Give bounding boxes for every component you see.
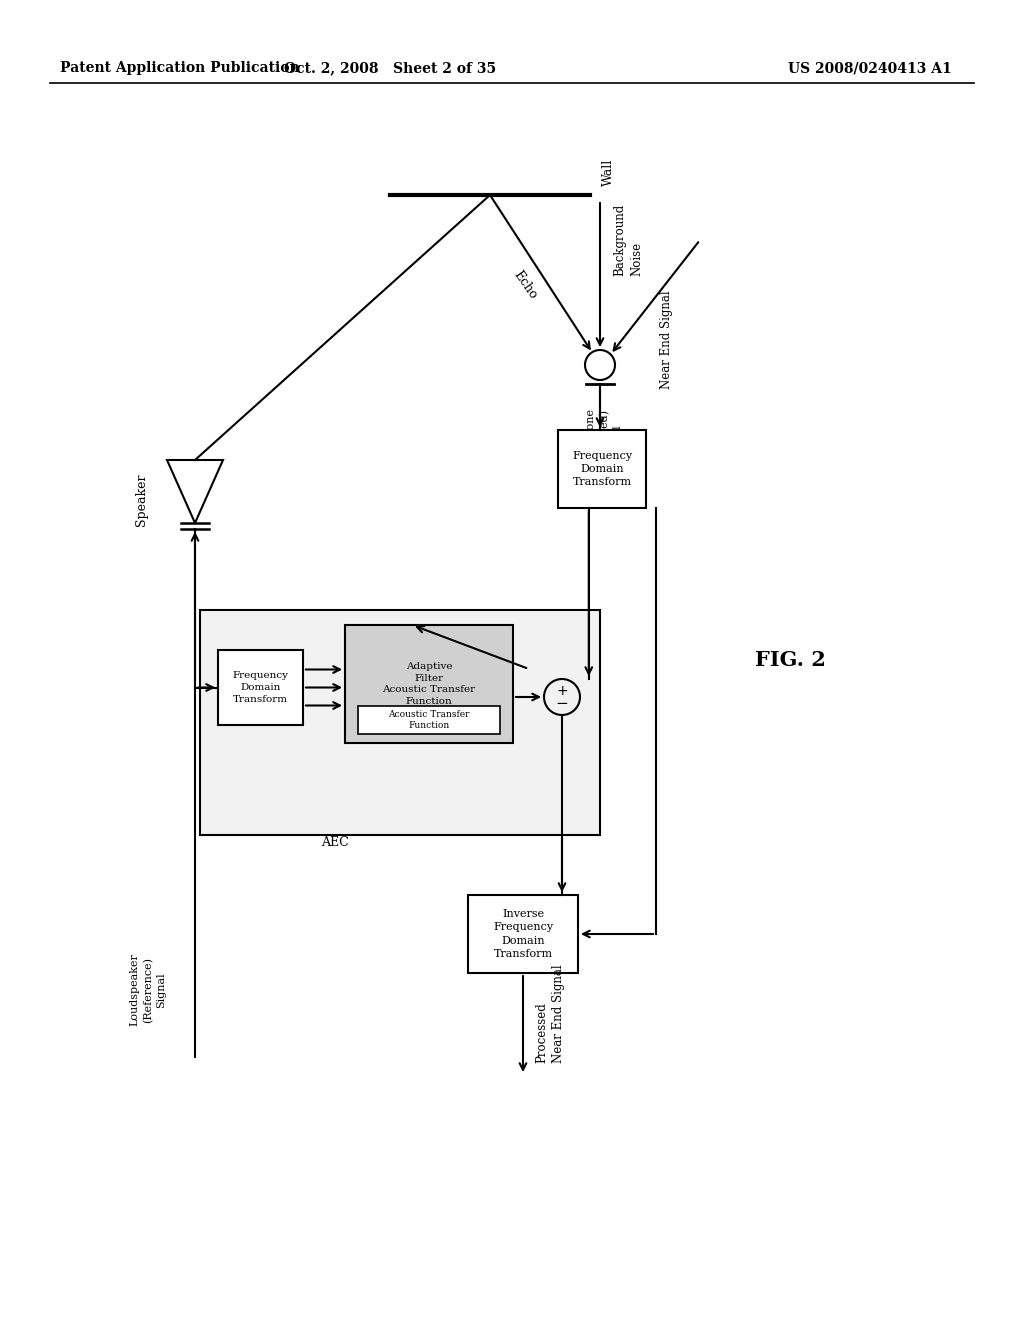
Text: Processed
Near End Signal: Processed Near End Signal	[535, 965, 565, 1064]
Text: Adaptive
Filter
Acoustic Transfer
Function: Adaptive Filter Acoustic Transfer Functi…	[382, 661, 475, 706]
Text: Background
Noise: Background Noise	[613, 203, 643, 276]
Text: US 2008/0240413 A1: US 2008/0240413 A1	[788, 61, 952, 75]
Text: Near End Signal: Near End Signal	[660, 290, 673, 389]
Text: −: −	[556, 697, 568, 711]
Text: Microphone
(Corrupted)
Signal: Microphone (Corrupted) Signal	[586, 408, 623, 477]
Bar	[558, 430, 646, 508]
Text: FIG. 2: FIG. 2	[755, 649, 825, 671]
Text: Echo: Echo	[511, 268, 540, 302]
Text: +: +	[556, 684, 568, 698]
Text: Frequency
Domain
Transform: Frequency Domain Transform	[232, 671, 289, 704]
Text: Speaker: Speaker	[135, 474, 148, 527]
Text: Wall: Wall	[602, 158, 615, 186]
Bar	[358, 706, 500, 734]
Bar	[345, 624, 513, 743]
Text: AEC: AEC	[322, 836, 349, 849]
Text: Loudspeaker
(Reference)
Signal: Loudspeaker (Reference) Signal	[130, 953, 167, 1027]
Text: Patent Application Publication: Patent Application Publication	[60, 61, 300, 75]
Text: Inverse
Frequency
Domain
Transform: Inverse Frequency Domain Transform	[493, 909, 553, 958]
Text: Frequency
Domain
Transform: Frequency Domain Transform	[572, 451, 632, 487]
Text: Acoustic Transfer
Function: Acoustic Transfer Function	[388, 710, 470, 730]
Bar	[218, 649, 303, 725]
Bar	[468, 895, 578, 973]
Bar	[200, 610, 600, 836]
Text: Oct. 2, 2008   Sheet 2 of 35: Oct. 2, 2008 Sheet 2 of 35	[284, 61, 496, 75]
